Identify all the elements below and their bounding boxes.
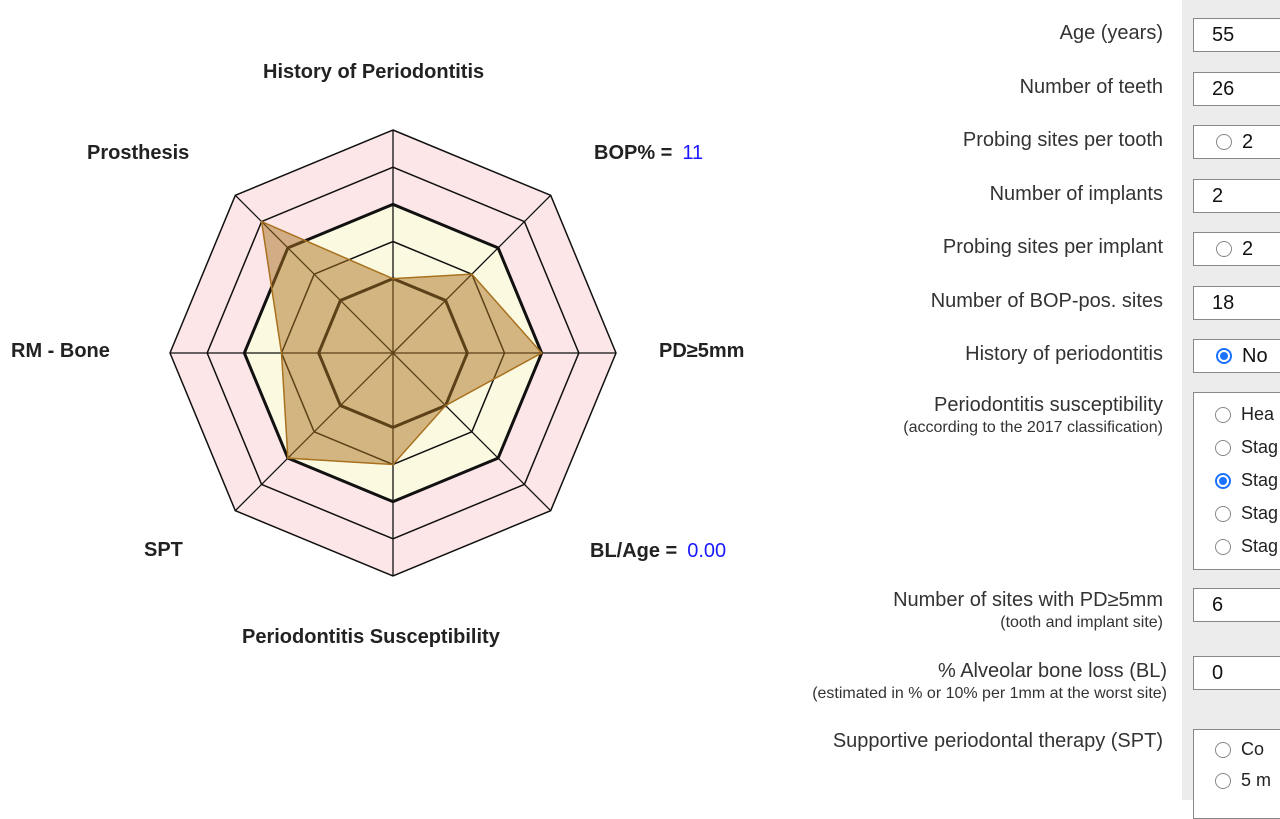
bop-sites-label: Number of BOP-pos. sites xyxy=(930,290,1163,312)
bop-sites-input[interactable]: 18 xyxy=(1193,286,1280,320)
radio-option-label: Co xyxy=(1241,739,1265,759)
axis-label-history: History of Periodontitis xyxy=(263,61,485,83)
axis-label-susceptibility: Periodontitis Susceptibility xyxy=(242,626,500,648)
sites-implant-select[interactable]: 2 xyxy=(1193,232,1280,266)
age-label: Age (years) xyxy=(1059,22,1163,44)
axis-label-bl-age: BL/Age = 0.00 xyxy=(590,540,727,562)
susceptibility-radio-group: Hea Stag Stag Stag Stag xyxy=(1193,392,1280,570)
teeth-input[interactable]: 26 xyxy=(1193,72,1280,106)
radio-icon[interactable] xyxy=(1215,538,1231,555)
axis-label-spt: SPT xyxy=(144,539,183,561)
radio-icon[interactable] xyxy=(1215,505,1231,522)
radio-option[interactable]: Hea xyxy=(1194,398,1280,431)
bl-label: % Alveolar bone loss (BL) (estimated in %… xyxy=(812,660,1167,702)
history-label: History of periodontitis xyxy=(965,343,1163,365)
radio-option[interactable]: 5 m xyxy=(1194,765,1280,796)
susceptibility-label: Periodontitis susceptibility (according t… xyxy=(903,394,1163,436)
radio-icon[interactable] xyxy=(1215,406,1231,423)
sites-tooth-select[interactable]: 2 xyxy=(1193,125,1280,159)
axis-label-prosthesis: Prosthesis xyxy=(87,142,190,164)
axis-label-rm-bone: RM - Bone xyxy=(11,340,110,362)
radio-option[interactable]: Stag xyxy=(1194,497,1280,530)
pd5-input[interactable]: 6 xyxy=(1193,588,1280,622)
bop-value: 11 xyxy=(682,142,704,164)
radio-icon[interactable] xyxy=(1216,134,1232,150)
radio-selected-icon[interactable] xyxy=(1215,472,1231,489)
sites-tooth-label: Probing sites per tooth xyxy=(962,129,1163,151)
radio-option-label: Stag xyxy=(1241,437,1279,457)
pd5-label: Number of sites with PD≥5mm (tooth and im… xyxy=(893,589,1163,631)
sites-implant-label: Probing sites per implant xyxy=(942,236,1163,258)
spt-radio-group: Co 5 m xyxy=(1193,729,1280,819)
implants-input[interactable]: 2 xyxy=(1193,179,1280,213)
radio-icon[interactable] xyxy=(1215,772,1231,789)
bl-input[interactable]: 0 xyxy=(1193,656,1280,690)
radio-option-label: 5 m xyxy=(1241,770,1272,790)
age-input[interactable]: 55 xyxy=(1193,18,1280,52)
history-value: No xyxy=(1242,344,1268,367)
radio-option-label: Hea xyxy=(1241,404,1275,424)
spt-label: Supportive periodontal therapy (SPT) xyxy=(832,730,1163,752)
radio-icon[interactable] xyxy=(1216,241,1232,257)
sites-implant-value: 2 xyxy=(1242,237,1254,260)
sites-tooth-value: 2 xyxy=(1242,130,1254,153)
radio-option[interactable]: Stag xyxy=(1194,431,1280,464)
risk-radar-chart xyxy=(169,129,617,577)
radio-option[interactable]: Stag xyxy=(1194,464,1280,497)
radio-icon[interactable] xyxy=(1215,741,1231,758)
radio-option[interactable]: Co xyxy=(1194,734,1280,765)
radio-selected-icon[interactable] xyxy=(1216,348,1232,364)
axis-label-bop: BOP% = 11 xyxy=(594,142,704,164)
radio-option-label: Stag xyxy=(1241,470,1279,490)
risk-polygon xyxy=(260,220,543,466)
bl-age-value: 0.00 xyxy=(687,540,727,562)
axis-label-pd: PD≥5mm xyxy=(659,340,745,362)
teeth-label: Number of teeth xyxy=(1019,76,1163,98)
history-select[interactable]: No xyxy=(1193,339,1280,373)
radio-option-label: Stag xyxy=(1241,503,1279,523)
radio-icon[interactable] xyxy=(1215,439,1231,456)
radio-option[interactable]: Stag xyxy=(1194,530,1280,563)
implants-label: Number of implants xyxy=(989,183,1163,205)
radio-option-label: Stag xyxy=(1241,536,1279,556)
